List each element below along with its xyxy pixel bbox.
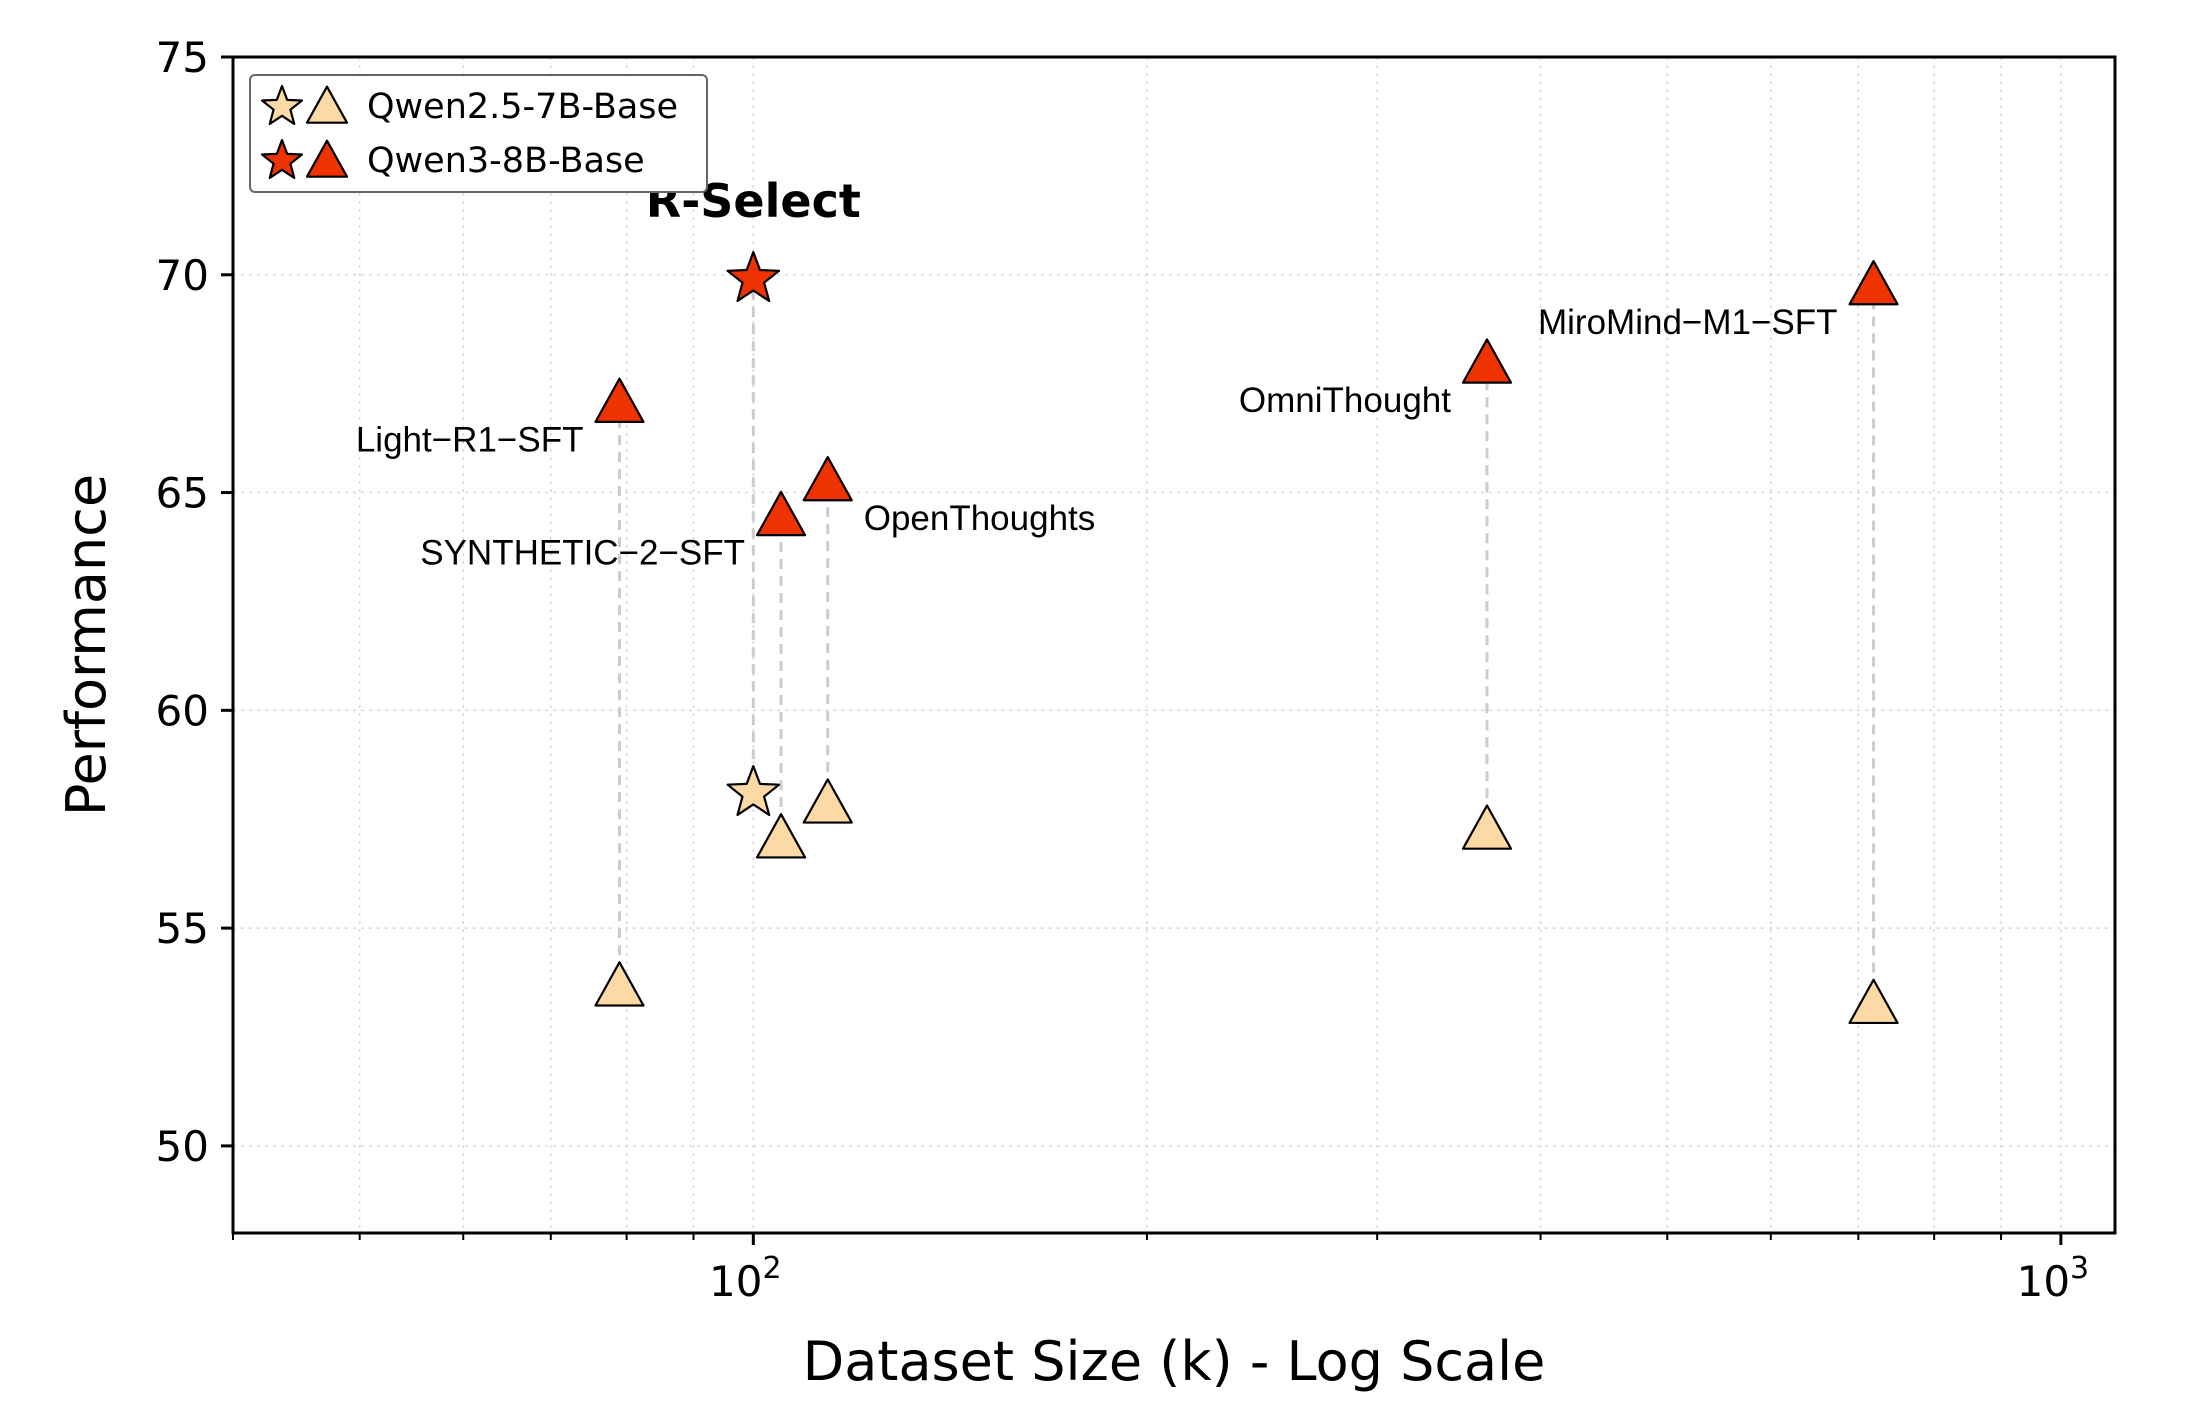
legend-triangle-marker [305,85,349,124]
y-tick-label: 70 [156,251,209,300]
qwen3-marker [1461,338,1513,384]
qwen3-marker [802,455,853,502]
qwen25-marker [726,765,781,816]
legend-entry-label: Qwen3-8B-Base [367,141,645,181]
point-label: OpenThoughts [864,499,1096,538]
qwen25-marker [1848,978,1899,1025]
plot-frame [231,55,2117,1235]
axes: 50 55 60 65 70 75 102 103 [156,33,2090,1306]
y-tick-label: 75 [156,33,209,82]
legend-star-marker [260,138,304,180]
qwen25-marker [594,961,645,1007]
point-label: OmniThought [1239,381,1451,420]
qwen3-marker [755,490,807,537]
x-tick-label: 102 [709,1251,782,1306]
grid-layer [232,56,2115,1233]
point-label: Light−R1−SFT [356,420,584,459]
legend-triangle-marker [305,139,349,178]
legend-star-marker [260,84,304,126]
point-labels: R-SelectLight−R1−SFTSYNTHETIC−2−SFTOpenT… [356,174,1838,573]
y-axis-label: Performance [55,474,118,816]
qwen25-marker [1461,804,1513,850]
y-tick-label: 60 [156,686,209,735]
y-tick-label: 65 [156,469,209,518]
qwen3-marker [726,251,781,303]
legend-box [249,74,708,193]
connector-lines [617,279,1876,1007]
y-tick-label: 50 [156,1122,209,1171]
data-markers [594,251,1899,1025]
legend-entry-label: Qwen2.5-7B-Base [367,87,678,127]
point-label: MiroMind−M1−SFT [1538,303,1838,342]
qwen3-marker [594,377,645,423]
qwen3-marker [1848,259,1899,306]
point-label: SYNTHETIC−2−SFT [420,534,745,573]
y-tick-label: 55 [156,904,209,953]
x-axis-label: Dataset Size (k) - Log Scale [803,1330,1546,1393]
x-tick-label: 103 [2017,1251,2090,1306]
qwen25-marker [802,778,853,824]
legend: Qwen2.5-7B-Base Qwen3-8B-Base [249,74,708,193]
qwen25-marker [755,813,807,859]
